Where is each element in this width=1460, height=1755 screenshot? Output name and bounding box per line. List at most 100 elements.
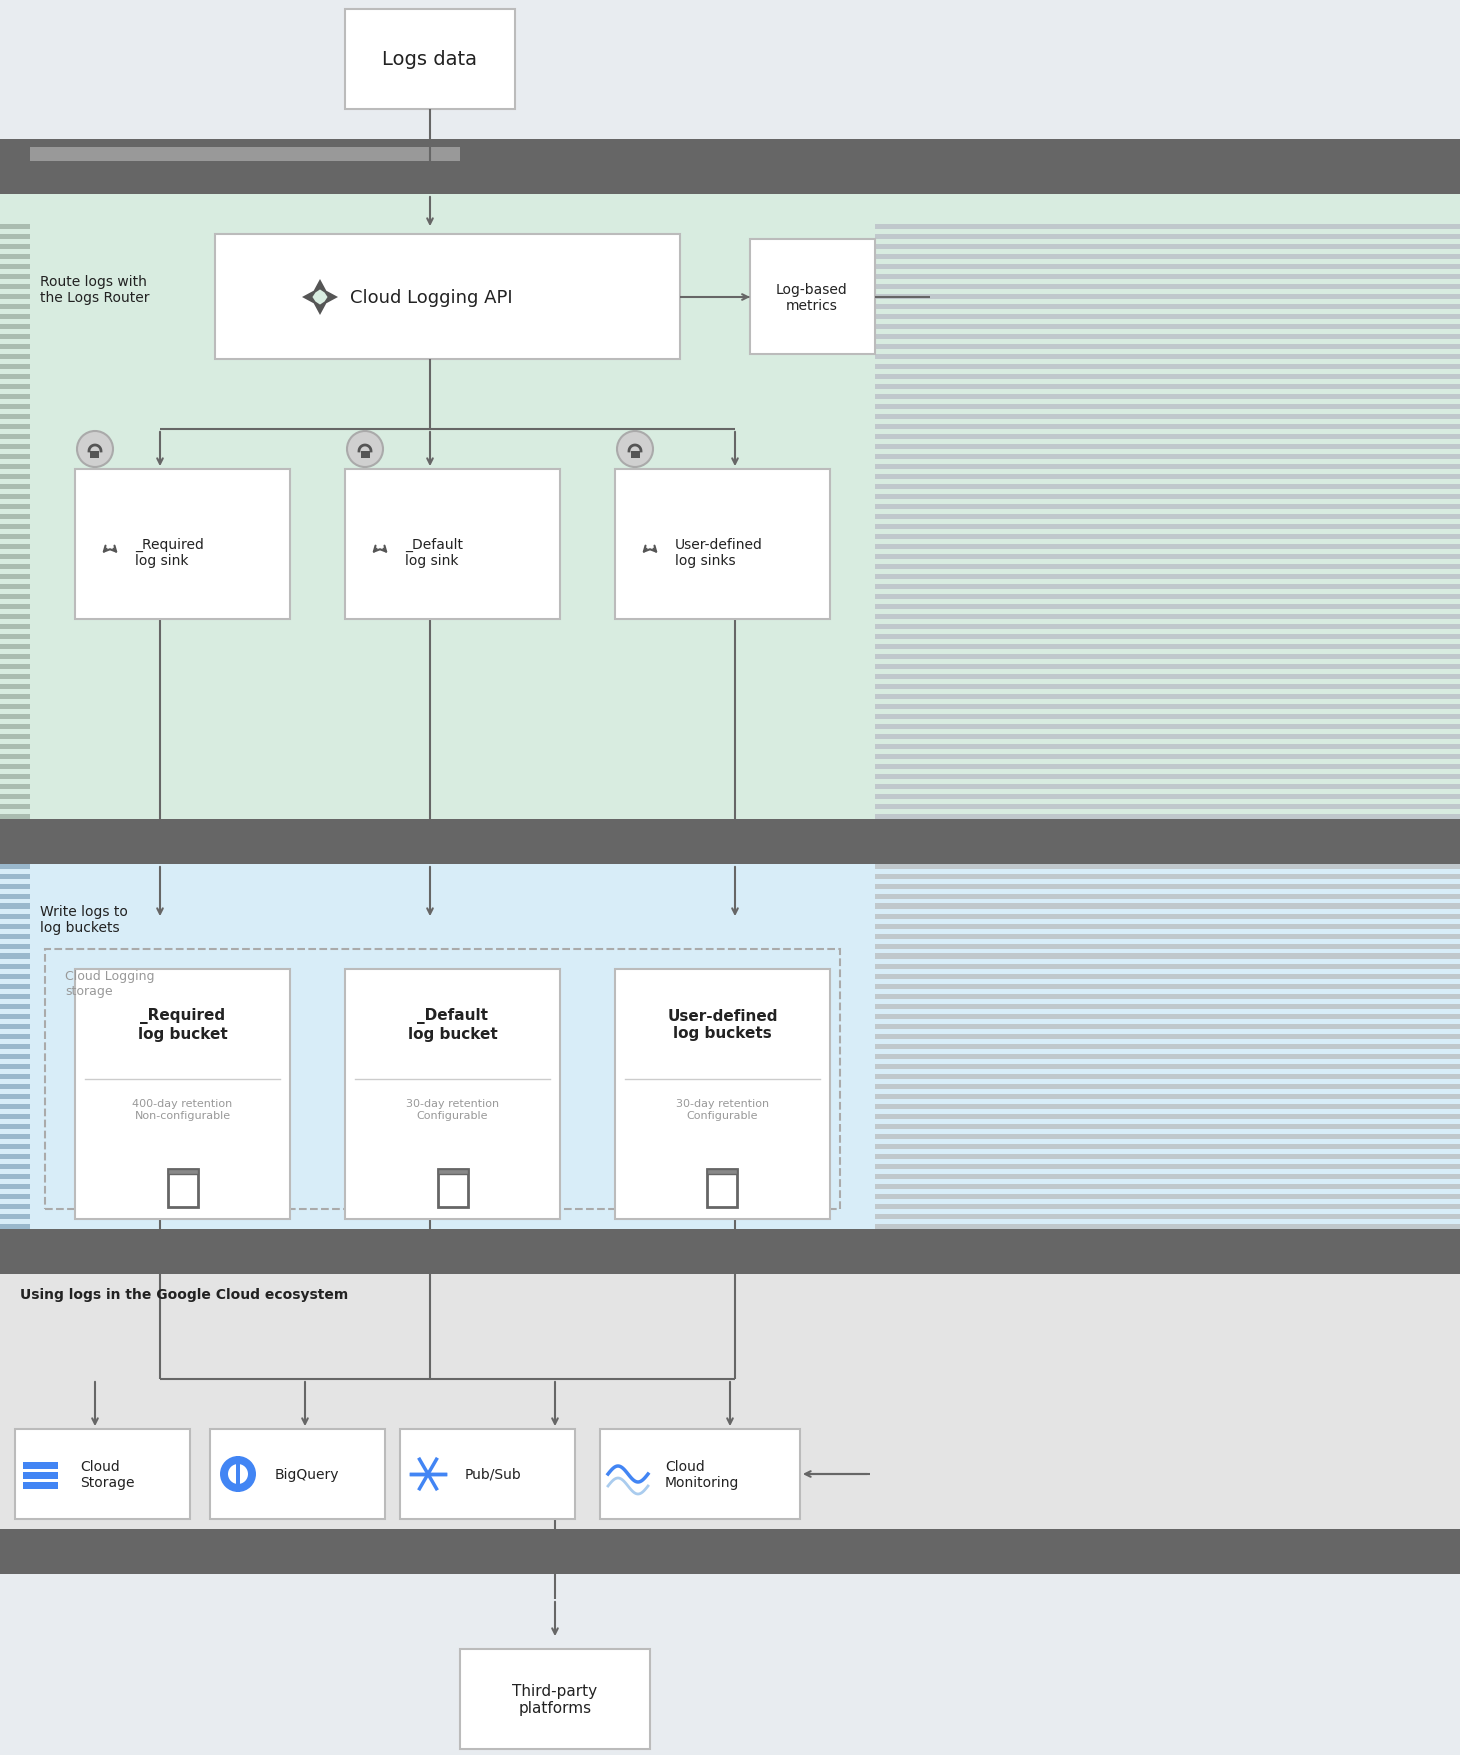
Polygon shape <box>302 279 339 316</box>
Bar <box>875 384 1460 390</box>
Bar <box>0 914 31 920</box>
Bar <box>875 1134 1460 1139</box>
Bar <box>0 974 31 979</box>
Bar <box>875 885 1460 890</box>
Bar <box>875 584 1460 590</box>
Bar <box>0 1193 31 1199</box>
Bar <box>875 514 1460 519</box>
Bar <box>875 1185 1460 1190</box>
Bar <box>0 874 31 879</box>
Bar <box>875 695 1460 700</box>
Circle shape <box>347 432 383 469</box>
Bar <box>0 544 31 549</box>
Bar <box>0 704 31 709</box>
Bar <box>438 1169 467 1174</box>
Bar <box>875 1214 1460 1220</box>
Bar <box>0 1085 31 1090</box>
Bar <box>0 1164 31 1169</box>
Bar <box>0 514 31 519</box>
Bar <box>631 451 639 458</box>
Bar <box>168 1169 197 1207</box>
Bar <box>0 655 31 660</box>
Bar <box>875 1164 1460 1169</box>
Bar <box>875 254 1460 260</box>
Bar <box>0 644 31 649</box>
Bar <box>0 1144 31 1150</box>
Bar <box>0 584 31 590</box>
Text: Cloud
Monitoring: Cloud Monitoring <box>664 1458 739 1490</box>
Bar <box>875 563 1460 570</box>
Bar <box>875 934 1460 939</box>
Bar <box>875 763 1460 769</box>
Circle shape <box>228 1464 248 1485</box>
Bar <box>0 944 31 949</box>
Bar <box>0 374 31 379</box>
Text: Route logs with
the Logs Router: Route logs with the Logs Router <box>39 276 149 305</box>
Bar <box>875 944 1460 949</box>
Bar <box>45 949 839 1209</box>
Bar <box>875 863 1460 869</box>
Bar <box>0 365 31 370</box>
Bar <box>875 344 1460 349</box>
Bar <box>0 893 31 900</box>
Bar <box>875 993 1460 999</box>
Bar <box>0 963 31 969</box>
Bar <box>210 1429 385 1520</box>
Bar <box>0 333 31 340</box>
Bar <box>0 820 1460 865</box>
Text: Log-based
metrics: Log-based metrics <box>777 283 848 312</box>
Bar <box>0 1064 31 1069</box>
Bar <box>0 1123 31 1130</box>
Bar <box>0 344 31 349</box>
Bar <box>875 1023 1460 1030</box>
Bar <box>875 333 1460 340</box>
Bar <box>875 985 1460 990</box>
Text: Write logs to
log buckets: Write logs to log buckets <box>39 904 128 935</box>
Bar <box>875 1034 1460 1039</box>
Bar <box>74 470 291 620</box>
Bar <box>875 1193 1460 1199</box>
Bar <box>0 1093 31 1099</box>
Bar <box>0 355 31 360</box>
Bar <box>875 1174 1460 1179</box>
Bar <box>0 1023 31 1030</box>
Bar <box>875 425 1460 430</box>
Bar <box>875 625 1460 630</box>
Bar <box>0 265 31 270</box>
Bar <box>0 885 31 890</box>
Bar <box>875 644 1460 649</box>
Bar <box>875 734 1460 739</box>
Bar <box>23 1472 58 1479</box>
Bar <box>875 414 1460 419</box>
Bar <box>237 1457 239 1492</box>
Bar <box>0 674 31 679</box>
Bar <box>875 355 1460 360</box>
Bar <box>875 444 1460 449</box>
Bar <box>615 470 829 620</box>
Bar <box>875 1014 1460 1020</box>
Text: _Default
log bucket: _Default log bucket <box>407 1007 498 1041</box>
Bar <box>875 244 1460 249</box>
Bar <box>875 804 1460 809</box>
Bar <box>875 295 1460 300</box>
Bar <box>750 240 875 355</box>
Bar <box>875 474 1460 479</box>
Bar <box>875 674 1460 679</box>
Bar <box>615 969 829 1220</box>
Text: Cloud
Storage: Cloud Storage <box>80 1458 134 1490</box>
Bar <box>708 1169 737 1174</box>
Text: Third-party
platforms: Third-party platforms <box>512 1683 597 1715</box>
Text: 30-day retention
Configurable: 30-day retention Configurable <box>406 1099 499 1120</box>
Bar <box>0 274 31 279</box>
Bar <box>875 684 1460 690</box>
Bar <box>0 1034 31 1039</box>
Bar <box>0 614 31 620</box>
Circle shape <box>77 432 112 469</box>
Bar <box>875 974 1460 979</box>
Bar <box>875 395 1460 400</box>
Bar <box>875 374 1460 379</box>
Circle shape <box>220 1457 255 1492</box>
Bar <box>875 574 1460 579</box>
Bar <box>875 365 1460 370</box>
Bar <box>0 863 31 869</box>
